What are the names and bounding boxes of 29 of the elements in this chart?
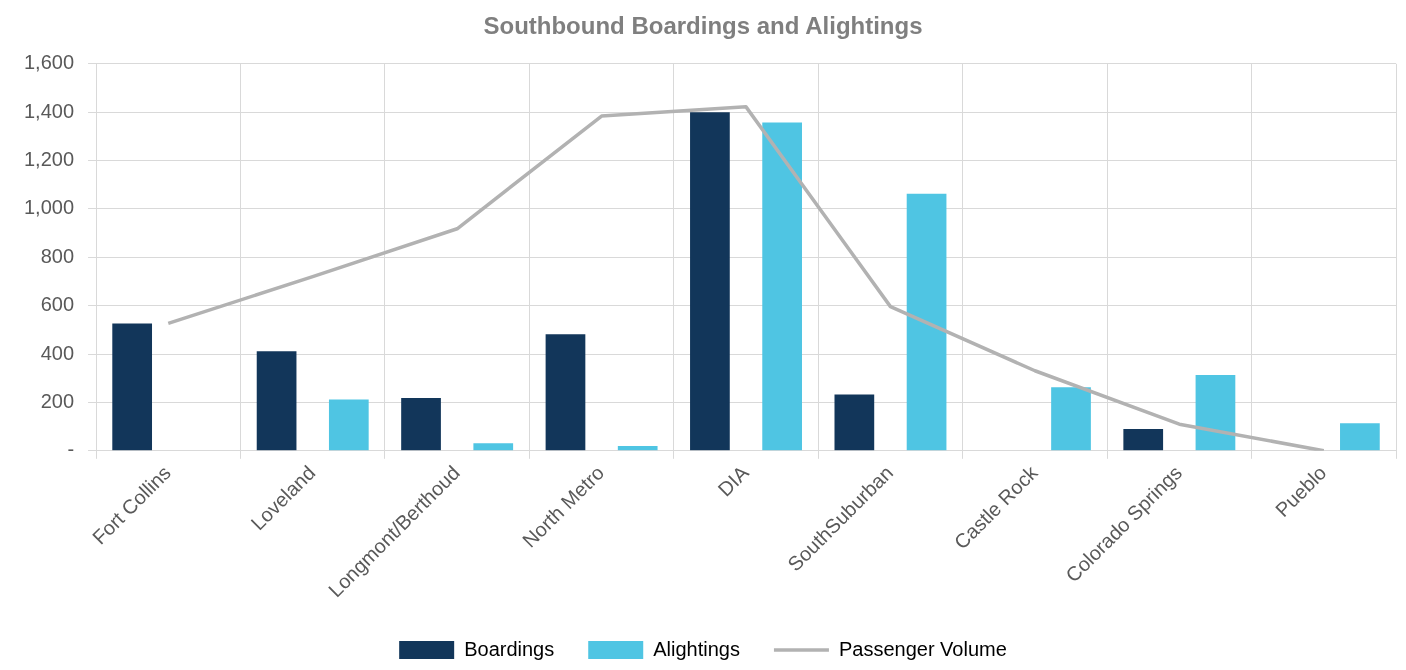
bar — [762, 122, 802, 451]
y-tick-label: 800 — [40, 244, 75, 267]
bar — [617, 445, 658, 451]
legend-label: Alightings — [653, 637, 740, 660]
bar — [1195, 375, 1236, 451]
y-tick-label: 1,600 — [23, 51, 75, 74]
y-tick-label: - — [67, 438, 75, 461]
bar — [401, 398, 441, 451]
bar — [328, 399, 369, 451]
bar — [834, 394, 875, 451]
y-tick-label: 600 — [40, 293, 75, 316]
legend-label: Passenger Volume — [838, 637, 1007, 660]
bar — [473, 443, 514, 451]
bar — [1051, 387, 1091, 451]
bar — [545, 334, 586, 451]
bar — [1123, 429, 1164, 451]
y-tick-label: 1,200 — [23, 148, 75, 171]
chart-title: Southbound Boardings and Alightings — [483, 12, 923, 40]
bar — [112, 323, 153, 451]
y-tick-label: 400 — [40, 341, 75, 364]
y-tick-label: 1,000 — [23, 196, 75, 219]
legend-label: Boardings — [464, 637, 555, 660]
y-tick-label: 200 — [40, 389, 75, 412]
bar — [1340, 423, 1380, 451]
bar — [906, 193, 947, 451]
bar — [690, 112, 730, 451]
x-tick-label: DIA — [713, 461, 754, 501]
bar — [256, 351, 297, 451]
y-tick-label: 1,400 — [23, 99, 75, 122]
